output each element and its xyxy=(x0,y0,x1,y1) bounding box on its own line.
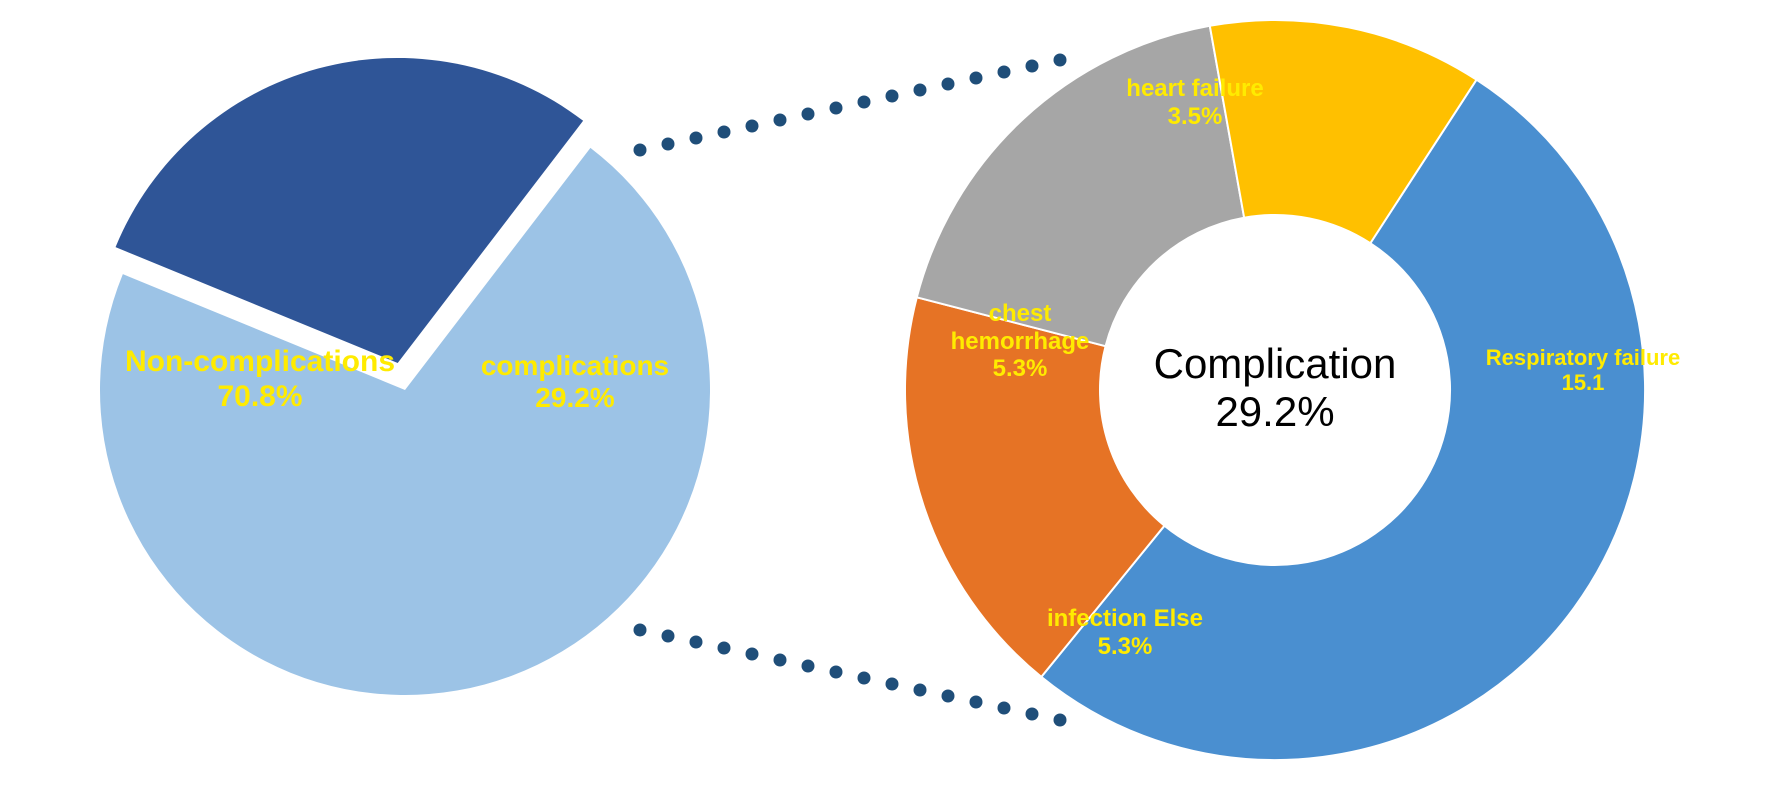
connector-dot xyxy=(914,684,927,697)
donut-label-respiratory-failure-l2: 15.1 xyxy=(1562,370,1605,395)
connector-dot xyxy=(970,72,983,85)
pie-label-complications: complications 29.2% xyxy=(470,350,680,414)
donut-label-chest-hemorrhage: chest hemorrhage 5.3% xyxy=(935,300,1105,383)
pie-label-non-complications: Non-complications 70.8% xyxy=(120,345,400,414)
connector-dot xyxy=(746,120,759,133)
connector-dot xyxy=(634,144,647,157)
connector-dot xyxy=(802,660,815,673)
donut-label-chest-hemorrhage-l1: chest xyxy=(989,300,1052,327)
donut-label-chest-hemorrhage-l3: 5.3% xyxy=(993,355,1048,382)
donut-label-heart-failure-l2: 3.5% xyxy=(1168,103,1223,130)
pie-label-complications-text: complications xyxy=(481,350,669,381)
connector-dot xyxy=(662,630,675,643)
connector-dot xyxy=(914,84,927,97)
connector-dot xyxy=(998,702,1011,715)
pie-label-non-complications-pct: 70.8% xyxy=(217,380,302,413)
connector-dot xyxy=(858,96,871,109)
donut-label-infection-else-l2: 5.3% xyxy=(1098,633,1153,660)
connector-dot xyxy=(662,138,675,151)
connector-dot xyxy=(942,78,955,91)
connector-dot xyxy=(746,648,759,661)
connector-dot xyxy=(830,102,843,115)
donut-label-respiratory-failure: Respiratory failure 15.1 xyxy=(1478,345,1688,396)
connector-dot xyxy=(1026,708,1039,721)
donut-label-respiratory-failure-l1: Respiratory failure xyxy=(1486,345,1680,370)
donut-label-infection-else-l1: infection Else xyxy=(1047,605,1203,632)
connector-dot xyxy=(774,114,787,127)
pie-label-non-complications-text: Non-complications xyxy=(125,345,395,378)
connector-dot xyxy=(970,696,983,709)
connector-dot xyxy=(942,690,955,703)
connector-dot xyxy=(998,66,1011,79)
connector-dot xyxy=(830,666,843,679)
donut-label-heart-failure-l1: heart failure xyxy=(1126,75,1263,102)
connector-dot xyxy=(858,672,871,685)
connector-dot xyxy=(690,132,703,145)
connector-dot xyxy=(1026,60,1039,73)
connector-dot xyxy=(690,636,703,649)
donut-label-infection-else: infection Else 5.3% xyxy=(1030,605,1220,660)
connector-dot xyxy=(886,678,899,691)
donut-center: Complication 29.2% xyxy=(1100,340,1450,437)
connector-dot xyxy=(634,624,647,637)
connector-dot xyxy=(718,642,731,655)
donut-label-chest-hemorrhage-l2: hemorrhage xyxy=(951,328,1090,355)
connector-dot xyxy=(1054,54,1067,67)
donut-center-title: Complication xyxy=(1154,340,1397,387)
connector-dot xyxy=(886,90,899,103)
connector-dot xyxy=(718,126,731,139)
donut-label-heart-failure: heart failure 3.5% xyxy=(1110,75,1280,130)
connector-dot xyxy=(802,108,815,121)
connector-dot xyxy=(1054,714,1067,727)
pie-label-complications-pct: 29.2% xyxy=(535,382,614,413)
donut-center-pct: 29.2% xyxy=(1215,388,1334,435)
chart-stage: Non-complications 70.8% complications 29… xyxy=(0,0,1770,785)
connector-dot xyxy=(774,654,787,667)
